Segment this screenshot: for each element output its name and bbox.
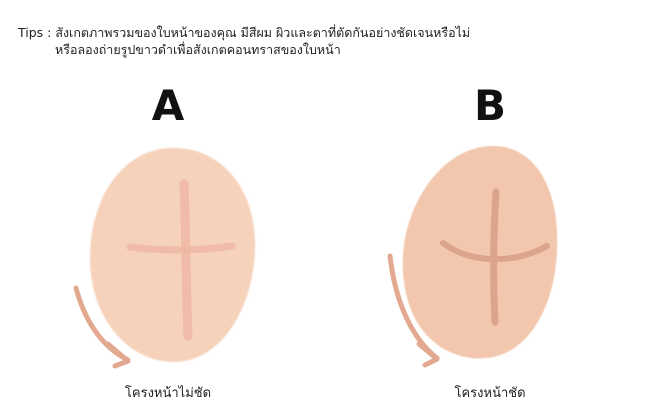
panel-label-b: B bbox=[473, 81, 506, 130]
panel-label-a: A bbox=[151, 81, 185, 130]
arrowhead-a bbox=[105, 341, 131, 369]
tips-line-1: Tips : สังเกตภาพรวมของใบหน้าของคุณ มีสีผ… bbox=[18, 25, 471, 40]
tips-text-block: Tips : สังเกตภาพรวมของใบหน้าของคุณ มีสีผ… bbox=[18, 24, 470, 58]
vertical-guide-a bbox=[179, 179, 193, 341]
arrowhead-b bbox=[416, 341, 440, 368]
horizontal-guide-a bbox=[126, 242, 236, 254]
tips-line-2: หรือลองถ่ายรูปขาวดำเพื่อสังเกตคอนทราสของ… bbox=[55, 42, 341, 57]
face-illustration-b bbox=[387, 146, 558, 368]
face-shape-a bbox=[90, 147, 256, 362]
face-shape-b bbox=[402, 146, 558, 359]
face-illustration-a bbox=[73, 147, 256, 369]
caption-a: โครงหน้าไม่ชัด bbox=[124, 386, 212, 401]
caption-b: โครงหน้าชัด bbox=[454, 386, 526, 401]
horizontal-guide-b bbox=[440, 240, 550, 263]
